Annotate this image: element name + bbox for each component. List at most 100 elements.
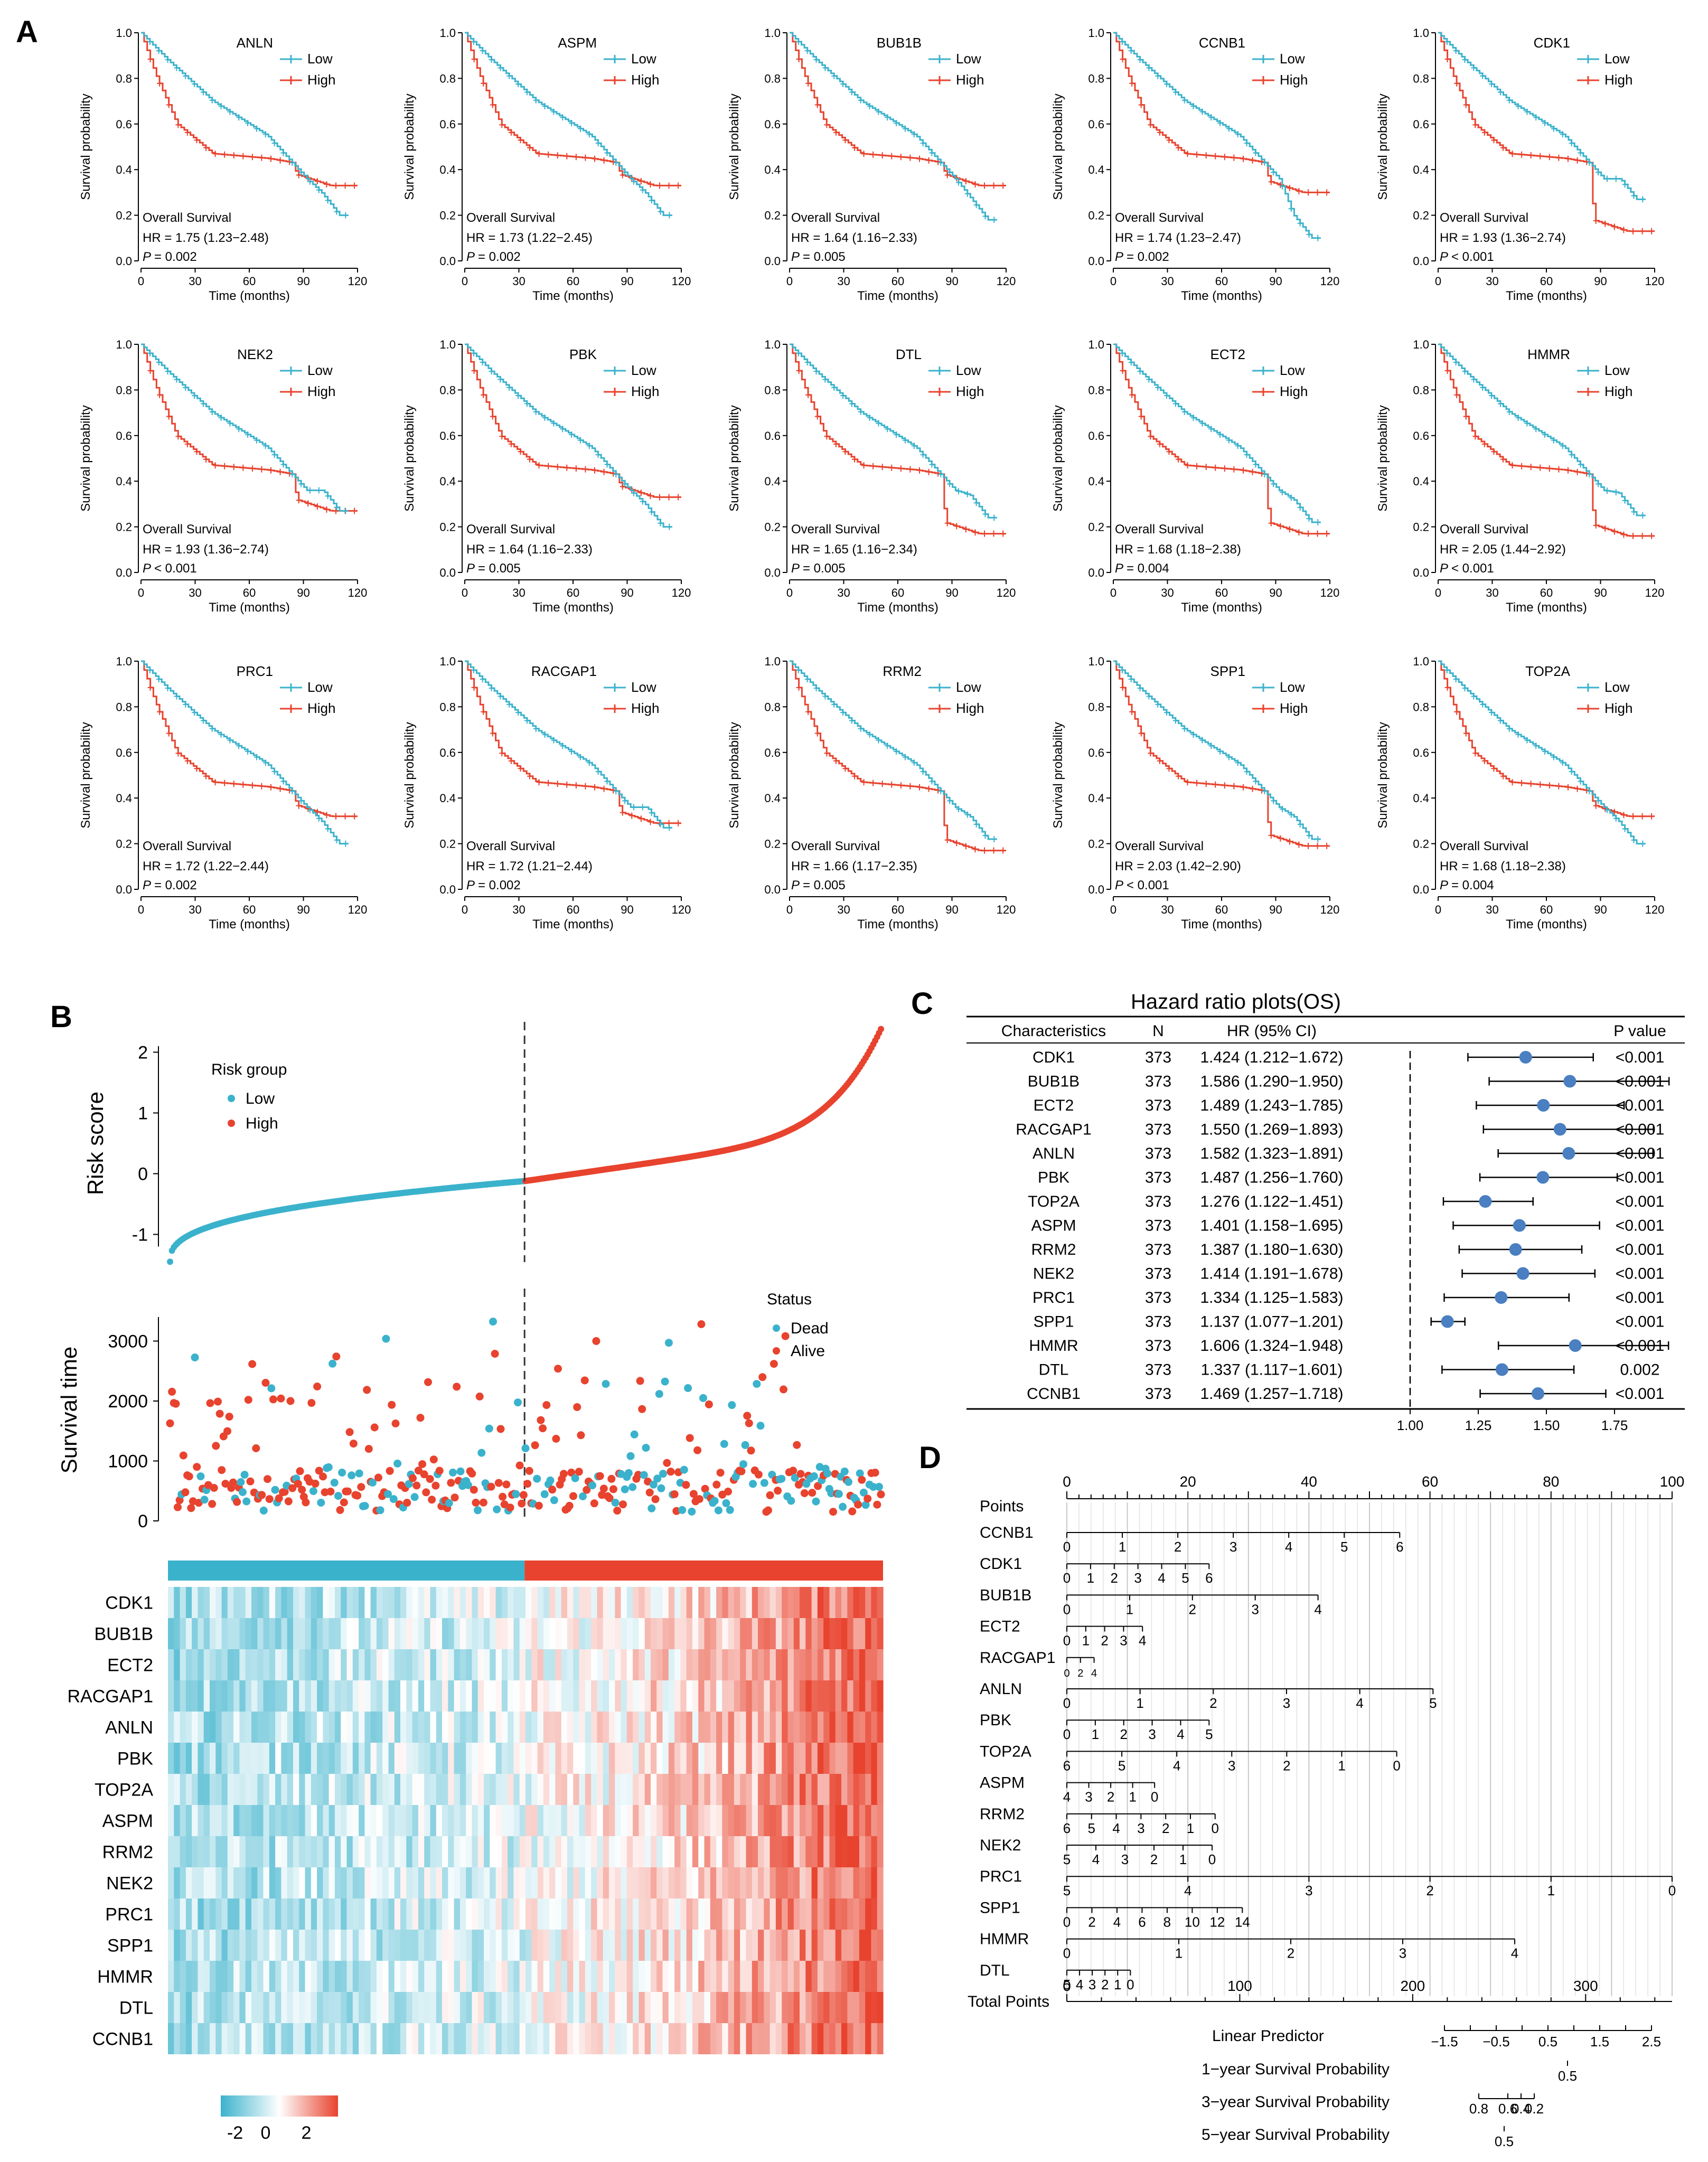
curve-high-censor bbox=[1593, 217, 1599, 224]
heatmap-cell bbox=[573, 1836, 580, 1867]
heatmap-cell bbox=[555, 1618, 562, 1649]
curve-high-censor bbox=[917, 155, 922, 162]
row-characteristic: RACGAP1 bbox=[1016, 1121, 1091, 1139]
heatmap-cell bbox=[698, 1774, 705, 1805]
heatmap-cell bbox=[662, 1898, 669, 1930]
curve-high-censor bbox=[499, 750, 505, 757]
heatmap-cell bbox=[275, 1805, 281, 1836]
heatmap-cell bbox=[388, 1930, 395, 1961]
curve-high-censor bbox=[1649, 228, 1655, 234]
curve-high-censor bbox=[601, 468, 607, 475]
row-p-value: <0.001 bbox=[1616, 1265, 1665, 1283]
heatmap-cell bbox=[674, 1930, 681, 1961]
heatmap-cell bbox=[490, 1649, 496, 1680]
curve-low-censor bbox=[973, 500, 979, 506]
surv-point-dead bbox=[237, 1478, 245, 1486]
heatmap-cell bbox=[477, 1743, 484, 1774]
heatmap-cell bbox=[245, 1961, 252, 1992]
heatmap-cell bbox=[775, 1743, 782, 1774]
heatmap-cell bbox=[293, 1805, 299, 1836]
forest-row-dtl: DTL 373 1.337 (1.117−1.601) 0.002 bbox=[1039, 1361, 1660, 1379]
curve-low-censor bbox=[894, 748, 899, 755]
heatmap-cell bbox=[567, 1587, 574, 1618]
heatmap-cell bbox=[490, 1930, 496, 1961]
heatmap-cell bbox=[430, 1836, 437, 1867]
heatmap-cell bbox=[227, 1961, 234, 1992]
curve-high-censor bbox=[1120, 684, 1125, 691]
heatmap-cell bbox=[454, 1898, 461, 1930]
curve-low-censor bbox=[595, 768, 601, 775]
row-hr-text: 1.137 (1.077−1.201) bbox=[1200, 1313, 1343, 1331]
row-hr-text: 1.414 (1.191−1.678) bbox=[1200, 1265, 1343, 1283]
heatmap-cell bbox=[716, 1961, 722, 1992]
curve-high-censor bbox=[1639, 813, 1645, 820]
heatmap-cell bbox=[341, 1805, 348, 1836]
heatmap-cell bbox=[257, 1587, 264, 1618]
heatmap-cell bbox=[239, 1618, 246, 1649]
heatmap-cell bbox=[352, 1961, 359, 1992]
x-tick-label: 90 bbox=[945, 586, 958, 599]
y-tick-label: 0.0 bbox=[1413, 566, 1429, 579]
x-tick-label: 0 bbox=[1435, 903, 1441, 916]
heatmap-cell bbox=[180, 1649, 186, 1680]
heatmap-cell bbox=[537, 1774, 544, 1805]
os-label: Overall Survival bbox=[1115, 839, 1204, 853]
heatmap-cell bbox=[192, 1992, 198, 2023]
p-prefix: P bbox=[466, 561, 475, 576]
heatmap-cell bbox=[484, 1712, 490, 1743]
risk-legend-high-swatch bbox=[228, 1120, 235, 1127]
nomogram-var-tick-label: 3 bbox=[1120, 1633, 1127, 1649]
heatmap-cell bbox=[775, 1836, 782, 1867]
row-hr-text: 1.334 (1.125−1.583) bbox=[1200, 1289, 1343, 1306]
heatmap-cell bbox=[370, 1836, 377, 1867]
heatmap-cell bbox=[269, 1774, 276, 1805]
surv-point-alive bbox=[370, 1423, 379, 1432]
surv-point-alive bbox=[539, 1424, 547, 1433]
curve-high-censor bbox=[212, 779, 218, 786]
surv-point-dead bbox=[856, 1469, 864, 1478]
heatmap-cell bbox=[758, 1618, 764, 1649]
y-tick-label: 0.0 bbox=[1088, 255, 1104, 268]
heatmap-cell bbox=[466, 1774, 473, 1805]
row-hr-text: 1.469 (1.257−1.718) bbox=[1200, 1385, 1343, 1403]
curve-low-censor bbox=[227, 108, 233, 115]
heatmap-cell bbox=[716, 1649, 722, 1680]
heatmap-cell bbox=[716, 1836, 722, 1867]
curve-low-censor bbox=[254, 754, 259, 760]
os-label: Overall Survival bbox=[1115, 211, 1204, 225]
heatmap-cell bbox=[185, 1961, 192, 1992]
heatmap-cell bbox=[692, 1680, 699, 1712]
heatmap-cell bbox=[841, 2023, 848, 2054]
heatmap-gene-label: RACGAP1 bbox=[68, 1687, 154, 1707]
row-n: 373 bbox=[1145, 1241, 1171, 1258]
heatmap-cell bbox=[734, 1743, 740, 1774]
heatmap-cell bbox=[376, 1961, 383, 1992]
heatmap-cell bbox=[364, 1680, 371, 1712]
heatmap-cell bbox=[793, 1992, 800, 2023]
curve-high-censor bbox=[1546, 154, 1552, 161]
heatmap-cell bbox=[299, 1961, 306, 1992]
surv-y-title: Survival time bbox=[57, 1347, 81, 1473]
heatmap-cell bbox=[454, 1867, 461, 1898]
heatmap-cell bbox=[621, 1867, 627, 1898]
surv-point-alive bbox=[583, 1486, 591, 1494]
points-label: Points bbox=[980, 1498, 1024, 1515]
row-hr-text: 1.337 (1.117−1.601) bbox=[1201, 1361, 1343, 1379]
surv-point-alive bbox=[472, 1499, 480, 1507]
surv-point-alive bbox=[745, 1419, 753, 1427]
curve-high-censor bbox=[814, 730, 820, 737]
heatmap-gene-label: BUB1B bbox=[95, 1624, 154, 1644]
heatmap-cell bbox=[615, 1867, 622, 1898]
scale-tick-label: -2 bbox=[227, 2123, 243, 2143]
legend-high: High bbox=[307, 72, 335, 88]
y-tick-label: 1.0 bbox=[116, 655, 132, 668]
heatmap-cell bbox=[543, 2023, 550, 2054]
nomogram-var-tick-label: 1 bbox=[1187, 1820, 1194, 1836]
x-tick-label: 120 bbox=[1320, 903, 1340, 916]
heatmap-cell bbox=[668, 1898, 675, 1930]
x-axis-title: Time (months) bbox=[209, 289, 290, 303]
heatmap-cell bbox=[817, 2023, 824, 2054]
curve-low-censor bbox=[822, 693, 828, 700]
curve-high-censor bbox=[184, 440, 190, 447]
row-p-value: <0.001 bbox=[1616, 1049, 1665, 1066]
